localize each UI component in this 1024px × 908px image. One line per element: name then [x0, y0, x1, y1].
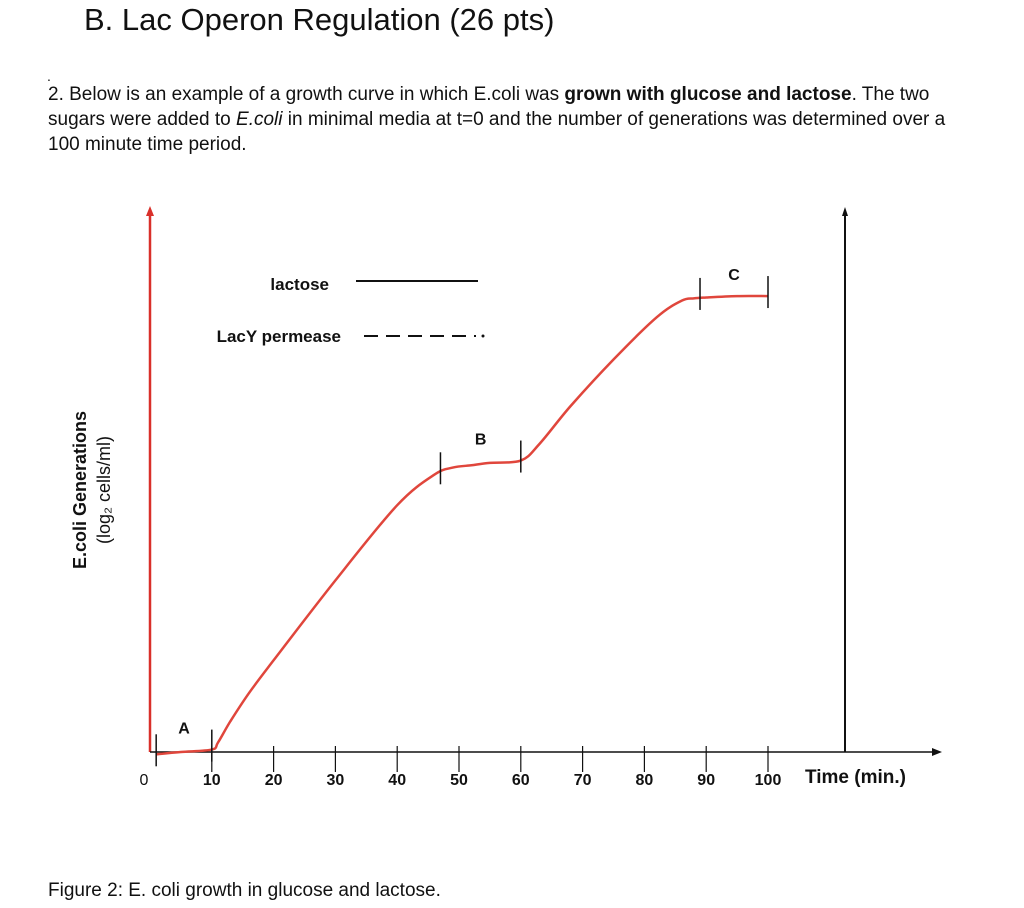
bullet-mark: .	[47, 68, 51, 84]
legend-swatch-dot	[481, 334, 485, 338]
figure-caption: Figure 2: E. coli growth in glucose and …	[48, 880, 441, 901]
section-heading: B. Lac Operon Regulation (26 pts)	[84, 2, 555, 37]
x-tick-label-30: 30	[327, 772, 345, 789]
question-bold-phrase: grown with glucose and lactose	[564, 84, 852, 105]
x-tick-label-0: 0	[140, 772, 149, 789]
chart-axes	[146, 206, 942, 756]
y-axis-arrow	[146, 206, 154, 216]
x-tick-label-60: 60	[512, 772, 530, 789]
question-text: 2. Below is an example of a growth curve…	[48, 82, 948, 157]
x-tick-label-80: 80	[636, 772, 654, 789]
x-tick-labels: 0 10 20 30 40 50 60 70 80 90 100	[140, 772, 782, 789]
phase-label-c: C	[728, 267, 740, 284]
question-rest: in minimal media at t=0 and the number o…	[48, 109, 946, 155]
x-tick-label-20: 20	[265, 772, 283, 789]
x-tick-label-40: 40	[388, 772, 406, 789]
question-intro: 2. Below is an example of a growth curve…	[48, 84, 565, 105]
growth-curve-line	[156, 294, 769, 756]
question-italic-ecoli: E.coli	[236, 109, 283, 130]
x-tick-label-90: 90	[697, 772, 715, 789]
x-tick-label-50: 50	[450, 772, 468, 789]
legend: lactose LacY permease	[217, 275, 485, 346]
phase-label-a: A	[178, 721, 190, 738]
legend-label-lacy: LacY permease	[217, 327, 341, 346]
x-tick-label-100: 100	[755, 772, 782, 789]
x-tick-label-10: 10	[203, 772, 221, 789]
y-axis-label-main: E.coli Generations	[70, 411, 90, 569]
question-mid: . The two sugars were added to	[48, 84, 930, 130]
phase-annotations: A B C	[155, 267, 769, 767]
y-axis-label-sub: (log₂ cells/ml)	[94, 436, 114, 544]
x-axis-arrow	[932, 748, 942, 756]
x-tick-label-70: 70	[574, 772, 592, 789]
legend-label-lactose: lactose	[270, 275, 329, 294]
x-axis-label: Time (min.)	[805, 767, 906, 788]
right-boundary-arrow	[842, 207, 848, 216]
x-ticks	[211, 746, 769, 772]
phase-label-b: B	[475, 432, 487, 449]
